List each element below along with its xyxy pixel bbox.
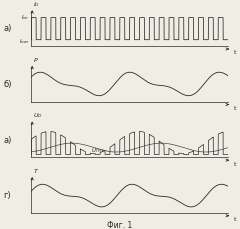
Text: $T$: $T$ [33,167,39,175]
Text: a): a) [4,136,12,144]
Text: г): г) [4,191,11,200]
Text: Фиг. 1: Фиг. 1 [107,221,133,229]
Text: $U_D$: $U_D$ [33,111,43,120]
Text: $I_D$: $I_D$ [33,0,40,9]
Text: t: t [234,50,236,55]
Text: б): б) [4,80,12,89]
Text: a): a) [4,24,12,33]
Text: $U_{ГНЗ}$: $U_{ГНЗ}$ [91,146,105,155]
Text: t: t [234,106,236,111]
Text: $P$: $P$ [33,56,39,64]
Text: t: t [234,161,236,166]
Text: t: t [234,217,236,222]
Text: $I_{пп}$: $I_{пп}$ [21,13,29,22]
Text: $I_{мин}$: $I_{мин}$ [19,37,29,46]
